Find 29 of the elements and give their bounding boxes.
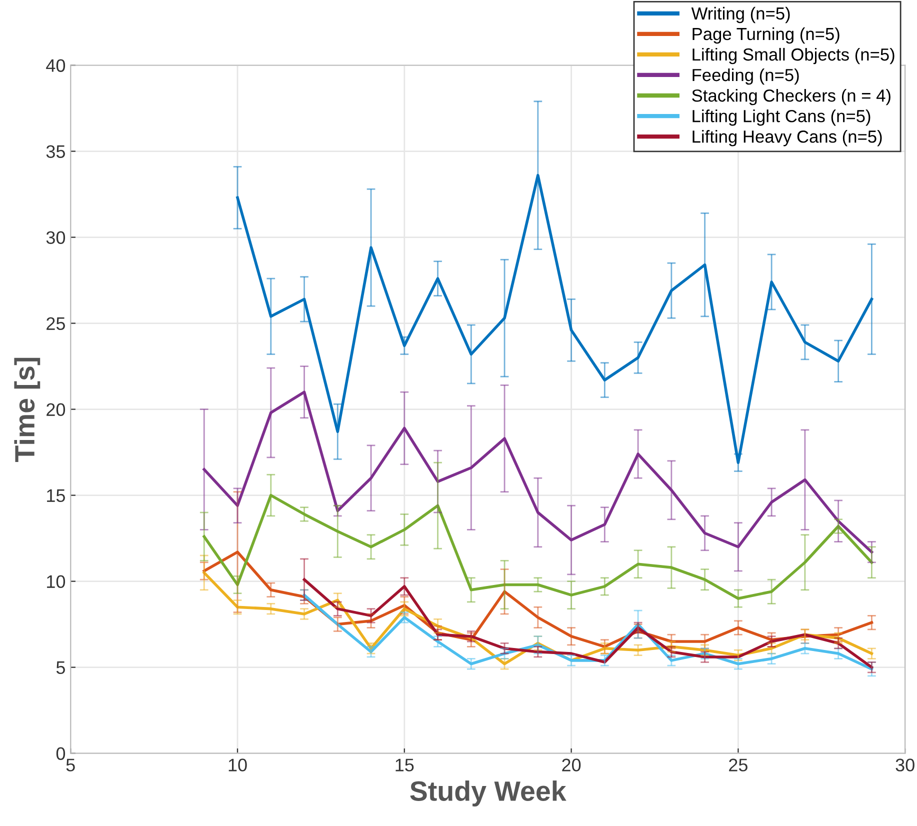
- y-tick-label: 30: [46, 231, 66, 244]
- line-series: [236, 174, 874, 464]
- legend-label: Feeding (n=5): [692, 68, 799, 85]
- legend-label: Stacking Checkers (n = 4): [692, 88, 890, 106]
- y-tick-label: 10: [47, 575, 66, 588]
- y-tick-label: 35: [46, 145, 65, 158]
- y-axis-title: Time [s]: [14, 358, 40, 462]
- line-series: [302, 578, 874, 669]
- legend-label: Writing (n=5): [691, 6, 790, 24]
- y-tick-label: 5: [56, 661, 65, 674]
- x-tick-label: 10: [228, 758, 247, 772]
- legend-label: Lifting Light Cans (n=5): [692, 110, 870, 126]
- line-series: [202, 390, 874, 554]
- x-tick-label: 25: [729, 758, 748, 772]
- y-tick-label: 15: [47, 489, 65, 502]
- legend-label: Lifting Heavy Cans (n=5): [692, 130, 882, 146]
- y-tick-label: 25: [46, 317, 65, 330]
- x-axis-title: Study Week: [410, 780, 566, 806]
- y-tick-label: 0: [56, 747, 66, 760]
- x-tick-label: 5: [66, 758, 75, 772]
- y-tick-label: 20: [46, 403, 66, 416]
- legend-label: Lifting Small Objects (n=5): [692, 48, 894, 64]
- x-tick-label: 30: [896, 758, 914, 772]
- x-tick-label: 15: [396, 758, 414, 772]
- line-series: [302, 594, 874, 670]
- y-tick-label: 40: [46, 59, 66, 72]
- x-tick-label: 20: [562, 758, 581, 772]
- legend-label: Page Turning (n=5): [692, 27, 840, 44]
- line-series: [202, 494, 874, 600]
